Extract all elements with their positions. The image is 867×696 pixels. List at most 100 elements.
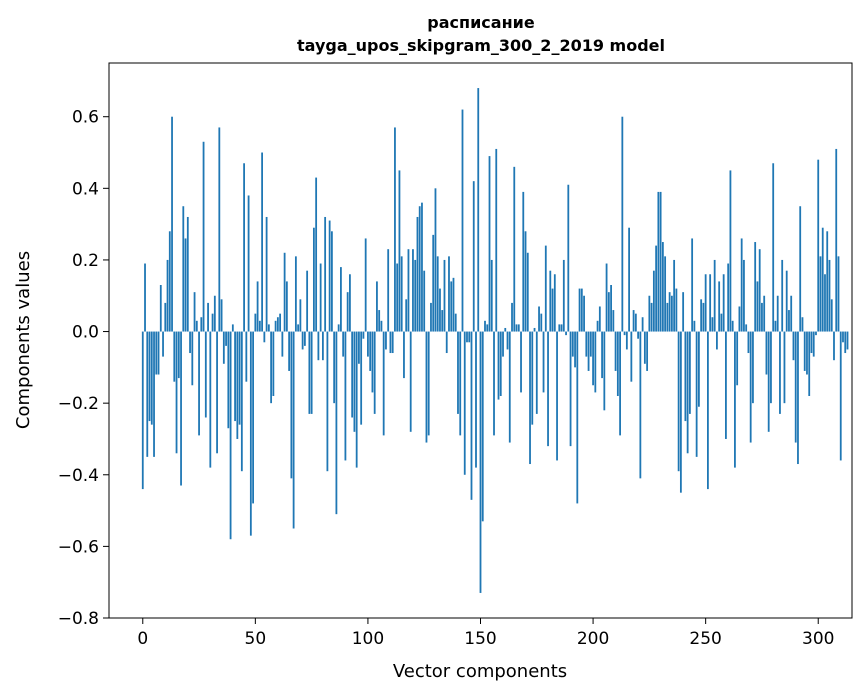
bar [308,331,311,414]
bar [781,259,784,332]
x-tick-label: 100 [352,629,384,649]
bar [702,302,705,332]
bar [700,299,703,332]
bar [416,216,419,332]
bar [587,331,590,371]
bar [727,263,730,332]
bar [616,331,619,396]
bar [580,288,583,332]
bar [290,331,293,479]
bar [468,331,471,343]
bar [380,320,383,332]
bar [279,313,282,332]
bar [688,331,691,414]
bar [475,331,477,468]
bar [643,331,646,364]
bar [439,288,441,332]
bar [193,292,196,332]
bar [207,302,209,332]
bar [267,324,270,332]
bar [376,281,378,332]
bar [659,191,662,332]
bar [180,331,182,486]
bar [310,331,313,414]
bar [812,331,815,357]
bar [810,331,813,354]
bar [294,256,297,332]
bar [441,310,444,332]
bar [461,109,464,332]
bar [430,302,432,332]
bar [797,331,799,465]
bar [508,331,511,443]
bar [551,288,554,332]
bar [718,281,721,332]
bar [315,177,318,332]
bar [716,331,718,350]
bar [562,259,565,332]
bar [425,331,428,443]
bar [641,317,644,332]
bar [605,263,608,332]
bar [556,331,558,461]
bar [571,331,574,357]
bar [729,170,732,332]
bar [175,331,178,454]
bar [542,331,545,393]
bar [213,295,216,332]
bar [418,206,421,332]
bar [195,320,198,332]
bar [745,324,748,332]
bar [628,227,630,332]
bar [340,267,342,332]
bar [387,249,390,332]
bar [533,327,536,332]
bar [238,331,241,425]
bar [243,163,245,332]
bar [362,331,365,339]
bar [157,331,160,375]
bar [601,331,603,379]
bar [150,331,153,425]
bar [171,116,173,332]
bar [589,331,592,357]
bar [756,281,759,332]
bar [409,331,412,432]
bar [346,292,349,332]
y-axis: −0.8 −0.6 −0.4 −0.2 0.0 0.2 0.4 0.6 [58,108,109,629]
bars-group [141,88,849,593]
bar [707,331,709,490]
bar [646,331,649,371]
bar [592,331,594,386]
bar [349,274,351,332]
bar [276,317,279,332]
bar [162,331,164,357]
bar [331,231,333,332]
bar [839,331,842,461]
bar [650,302,653,332]
bar [434,188,437,332]
bar [758,249,761,332]
bar [684,331,687,422]
bar [285,281,288,332]
bar [734,331,736,468]
bar [209,331,212,468]
bar [371,331,374,393]
bar [808,331,811,396]
y-tick-label: −0.6 [58,537,99,557]
bar [623,331,626,336]
bar [670,295,673,332]
bar [364,238,367,332]
bar [443,259,446,332]
bar [141,331,144,490]
bar [454,313,457,332]
bar [754,242,757,332]
bar [783,331,786,404]
bar [607,292,610,332]
bar [414,259,417,332]
bar [261,152,263,332]
bar [743,259,745,332]
bar [693,320,696,332]
bar [506,331,509,350]
bar [526,252,529,332]
